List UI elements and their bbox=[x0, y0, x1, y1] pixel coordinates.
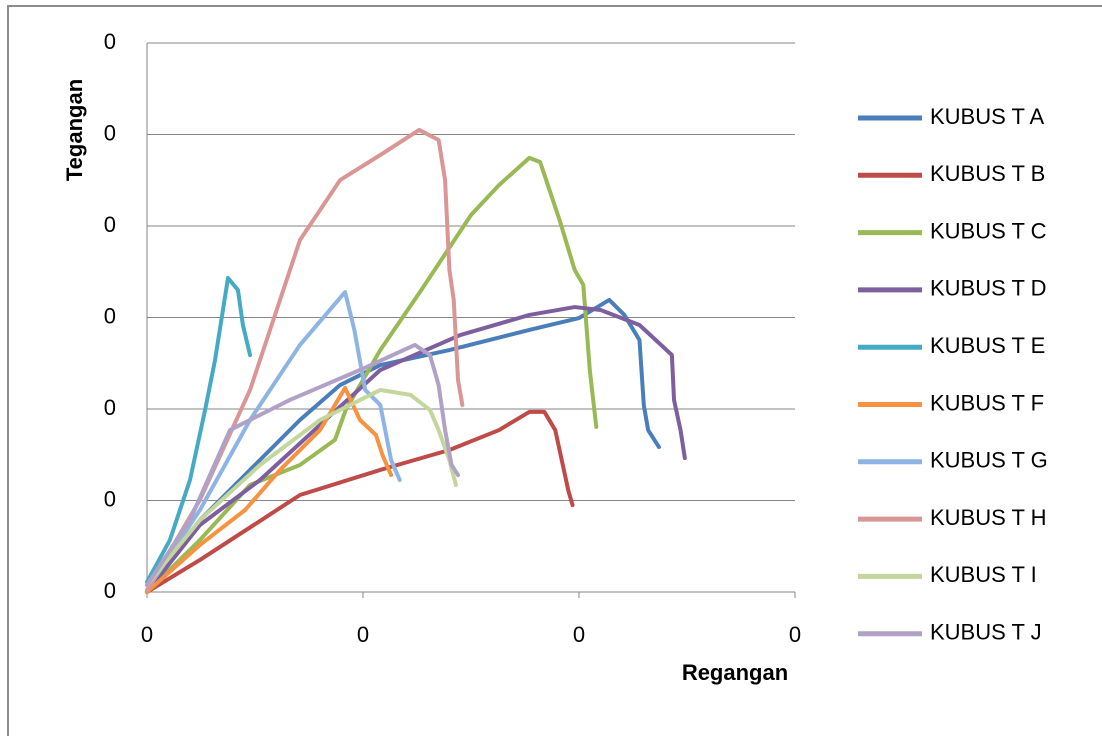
y-axis-title: Tegangan bbox=[62, 79, 87, 181]
y-tick-label: 0 bbox=[104, 212, 116, 237]
series-line bbox=[145, 127, 465, 592]
series-line bbox=[145, 387, 458, 588]
x-tick-label: 0 bbox=[141, 622, 153, 647]
y-tick-label: 0 bbox=[104, 395, 116, 420]
series-line bbox=[145, 155, 599, 594]
legend-label: KUBUS T J bbox=[930, 620, 1042, 645]
legend-label: KUBUS T H bbox=[930, 505, 1047, 530]
series-line bbox=[145, 385, 394, 594]
legend-label: KUBUS T B bbox=[930, 161, 1045, 186]
series-line bbox=[145, 275, 253, 584]
y-tick-label: 0 bbox=[104, 578, 116, 603]
series-line bbox=[145, 290, 402, 592]
series-line bbox=[145, 342, 461, 588]
legend-label: KUBUS T D bbox=[930, 276, 1047, 301]
series-line bbox=[145, 305, 687, 594]
y-tick-label: 0 bbox=[104, 120, 116, 145]
legend-label: KUBUS T C bbox=[930, 218, 1047, 243]
legend-label: KUBUS T I bbox=[930, 562, 1037, 587]
y-tick-label: 0 bbox=[104, 486, 116, 511]
legend-label: KUBUS T E bbox=[930, 333, 1045, 358]
x-tick-label: 0 bbox=[357, 622, 369, 647]
legend-label: KUBUS T F bbox=[930, 390, 1044, 415]
series-line bbox=[145, 409, 575, 594]
y-tick-label: 0 bbox=[104, 303, 116, 328]
legend-label: KUBUS T G bbox=[930, 448, 1048, 473]
x-axis-title: Regangan bbox=[682, 660, 788, 685]
chart-frame bbox=[7, 5, 1102, 736]
legend-label: KUBUS T A bbox=[930, 104, 1044, 129]
y-tick-label: 0 bbox=[104, 29, 116, 54]
series-line bbox=[145, 297, 661, 594]
x-tick-label: 0 bbox=[789, 622, 801, 647]
x-tick-label: 0 bbox=[573, 622, 585, 647]
